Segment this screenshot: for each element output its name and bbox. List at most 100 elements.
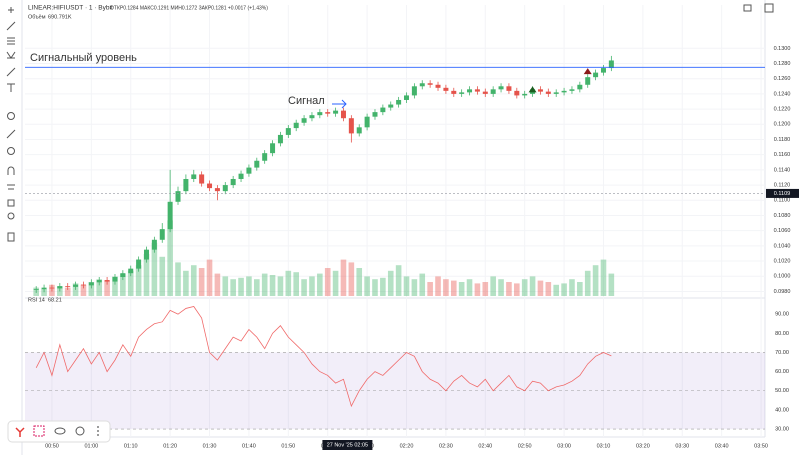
volume-bar: [159, 256, 166, 296]
candle-body: [364, 116, 370, 128]
crosshair-time: 27 Nov '25 02:05: [327, 442, 368, 448]
candle-body: [325, 112, 331, 114]
crosshair-price: 0.1109: [774, 191, 790, 197]
candle-body: [419, 83, 425, 87]
volume-bar: [112, 276, 118, 296]
candle-body: [372, 112, 378, 117]
volume-bar: [222, 276, 229, 296]
x-tick-label: 01:30: [203, 443, 217, 449]
volume-bar: [261, 273, 268, 296]
candle-body: [88, 282, 94, 286]
y-tick-label: 0.1120: [774, 183, 790, 189]
text-tool[interactable]: [7, 83, 15, 92]
y-tick-label: 0.1260: [774, 76, 791, 82]
candle-body: [506, 86, 512, 91]
more-dot[interactable]: [97, 434, 99, 436]
candle-body: [380, 107, 386, 113]
more-dot[interactable]: [97, 430, 99, 432]
brush-tool[interactable]: [6, 67, 16, 77]
line-tool[interactable]: [6, 21, 16, 31]
toolbar-box: [7, 420, 111, 443]
candle-body: [230, 178, 236, 186]
rsi-tick-label: 50.00: [775, 388, 789, 394]
volume-bar: [332, 270, 339, 296]
volume-bar: [553, 284, 560, 296]
lock-drawings[interactable]: [7, 184, 15, 190]
volume-bar: [135, 265, 142, 296]
x-tick-label: 03:10: [597, 443, 611, 449]
y-tick-label: 0.1000: [774, 274, 791, 280]
volume-bar: [569, 279, 575, 296]
rsi-tick-label: 70.00: [775, 350, 789, 356]
volume-bar: [317, 273, 323, 296]
candle-body: [608, 60, 614, 69]
candle-body: [57, 286, 63, 289]
ruler-tool[interactable]: [6, 129, 16, 139]
volume-bar: [254, 279, 260, 296]
candle-body: [309, 115, 315, 119]
volume-bar: [529, 276, 536, 296]
volume-bar: [521, 279, 528, 296]
x-tick-label: 02:30: [439, 443, 453, 449]
y-tick-label: 0.1060: [774, 228, 791, 234]
x-tick-label: 02:40: [478, 443, 492, 449]
candle-body: [427, 83, 433, 85]
crosshair-tool[interactable]: [8, 7, 14, 13]
volume-bar: [537, 280, 544, 296]
x-tick-label: 01:50: [281, 443, 295, 449]
volume-bar: [490, 276, 496, 296]
volume-bar: [506, 282, 512, 296]
volume-bar: [88, 282, 95, 296]
y-tick-label: 0.1240: [774, 91, 791, 97]
candle-body: [262, 153, 268, 161]
volume-bar: [183, 270, 189, 296]
fib-tool[interactable]: [7, 37, 15, 45]
lock-tool[interactable]: [7, 199, 15, 207]
volume-bar: [577, 282, 583, 296]
rsi-tick-label: 90.00: [775, 312, 789, 318]
more-dot[interactable]: [97, 426, 99, 428]
visibility-tool[interactable]: [7, 212, 15, 220]
bottom-toolbar[interactable]: [7, 420, 111, 443]
candle-body: [285, 128, 291, 135]
signal-level-label: Сигнальный уровень: [30, 52, 137, 64]
left-toolbar[interactable]: [6, 0, 23, 455]
candle-body: [183, 178, 189, 192]
candle-body: [482, 91, 488, 94]
x-tick-label: 02:50: [518, 443, 532, 449]
signal-arrow: [332, 99, 347, 109]
volume-bar: [41, 289, 47, 296]
settings-button[interactable]: [764, 3, 774, 13]
select-icon[interactable]: [33, 425, 45, 437]
volume-bar: [411, 279, 418, 296]
candle-body: [404, 95, 410, 100]
volume-bar: [214, 273, 221, 296]
rsi-value: 68.21: [48, 297, 62, 303]
pattern-tool[interactable]: [6, 51, 16, 59]
x-tick-label: 00:50: [45, 443, 59, 449]
candle-body: [143, 249, 149, 260]
volume-label: Объём: [28, 14, 46, 20]
y-tick-label: 0.1280: [774, 61, 791, 67]
volume-bar: [151, 242, 158, 296]
emoji-tool[interactable]: [7, 112, 15, 120]
volume-bar: [190, 265, 197, 296]
magnet-tool[interactable]: [7, 166, 15, 175]
rsi-band: [25, 352, 765, 430]
candle-body: [514, 90, 520, 96]
alert-icon[interactable]: [75, 426, 85, 436]
eye-icon[interactable]: [54, 427, 66, 435]
volume-bar: [96, 279, 103, 296]
screenshot-button[interactable]: [743, 4, 752, 12]
delete-tool[interactable]: [7, 232, 15, 242]
candle-body: [41, 287, 47, 290]
zoom-tool[interactable]: [7, 147, 15, 155]
brand-icon[interactable]: [15, 427, 25, 437]
y-tick-label: 0.1300: [774, 46, 791, 52]
volume-bar: [498, 279, 504, 296]
volume-bar: [324, 268, 331, 296]
candle-body: [33, 289, 39, 290]
candle-body: [199, 174, 205, 184]
volume-bar: [435, 276, 441, 296]
